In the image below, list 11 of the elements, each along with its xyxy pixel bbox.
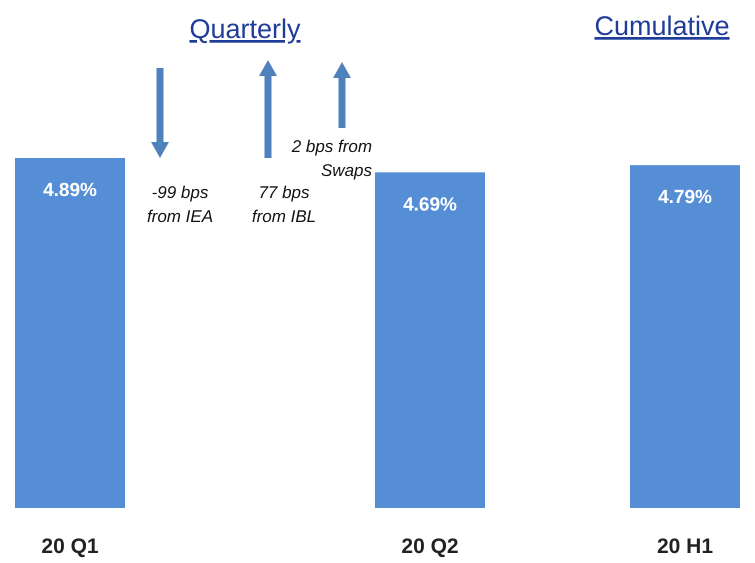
- text: Cumulative: [594, 11, 730, 41]
- x-tick-label: 20 H1: [656, 535, 714, 558]
- text: Quarterly: [189, 14, 302, 44]
- annotation: 77 bps from IBL: [252, 183, 316, 226]
- x-tick-label: 20 Q2: [401, 535, 459, 558]
- annotation: -99 bps from IEA: [146, 183, 214, 226]
- data-label: 4.79%: [658, 187, 712, 208]
- data-label: 4.69%: [403, 194, 458, 216]
- annotation: 2 bps from Swaps: [290, 137, 372, 180]
- x-tick-label: 20 Q1: [41, 535, 99, 558]
- data-label: 4.89%: [43, 180, 98, 201]
